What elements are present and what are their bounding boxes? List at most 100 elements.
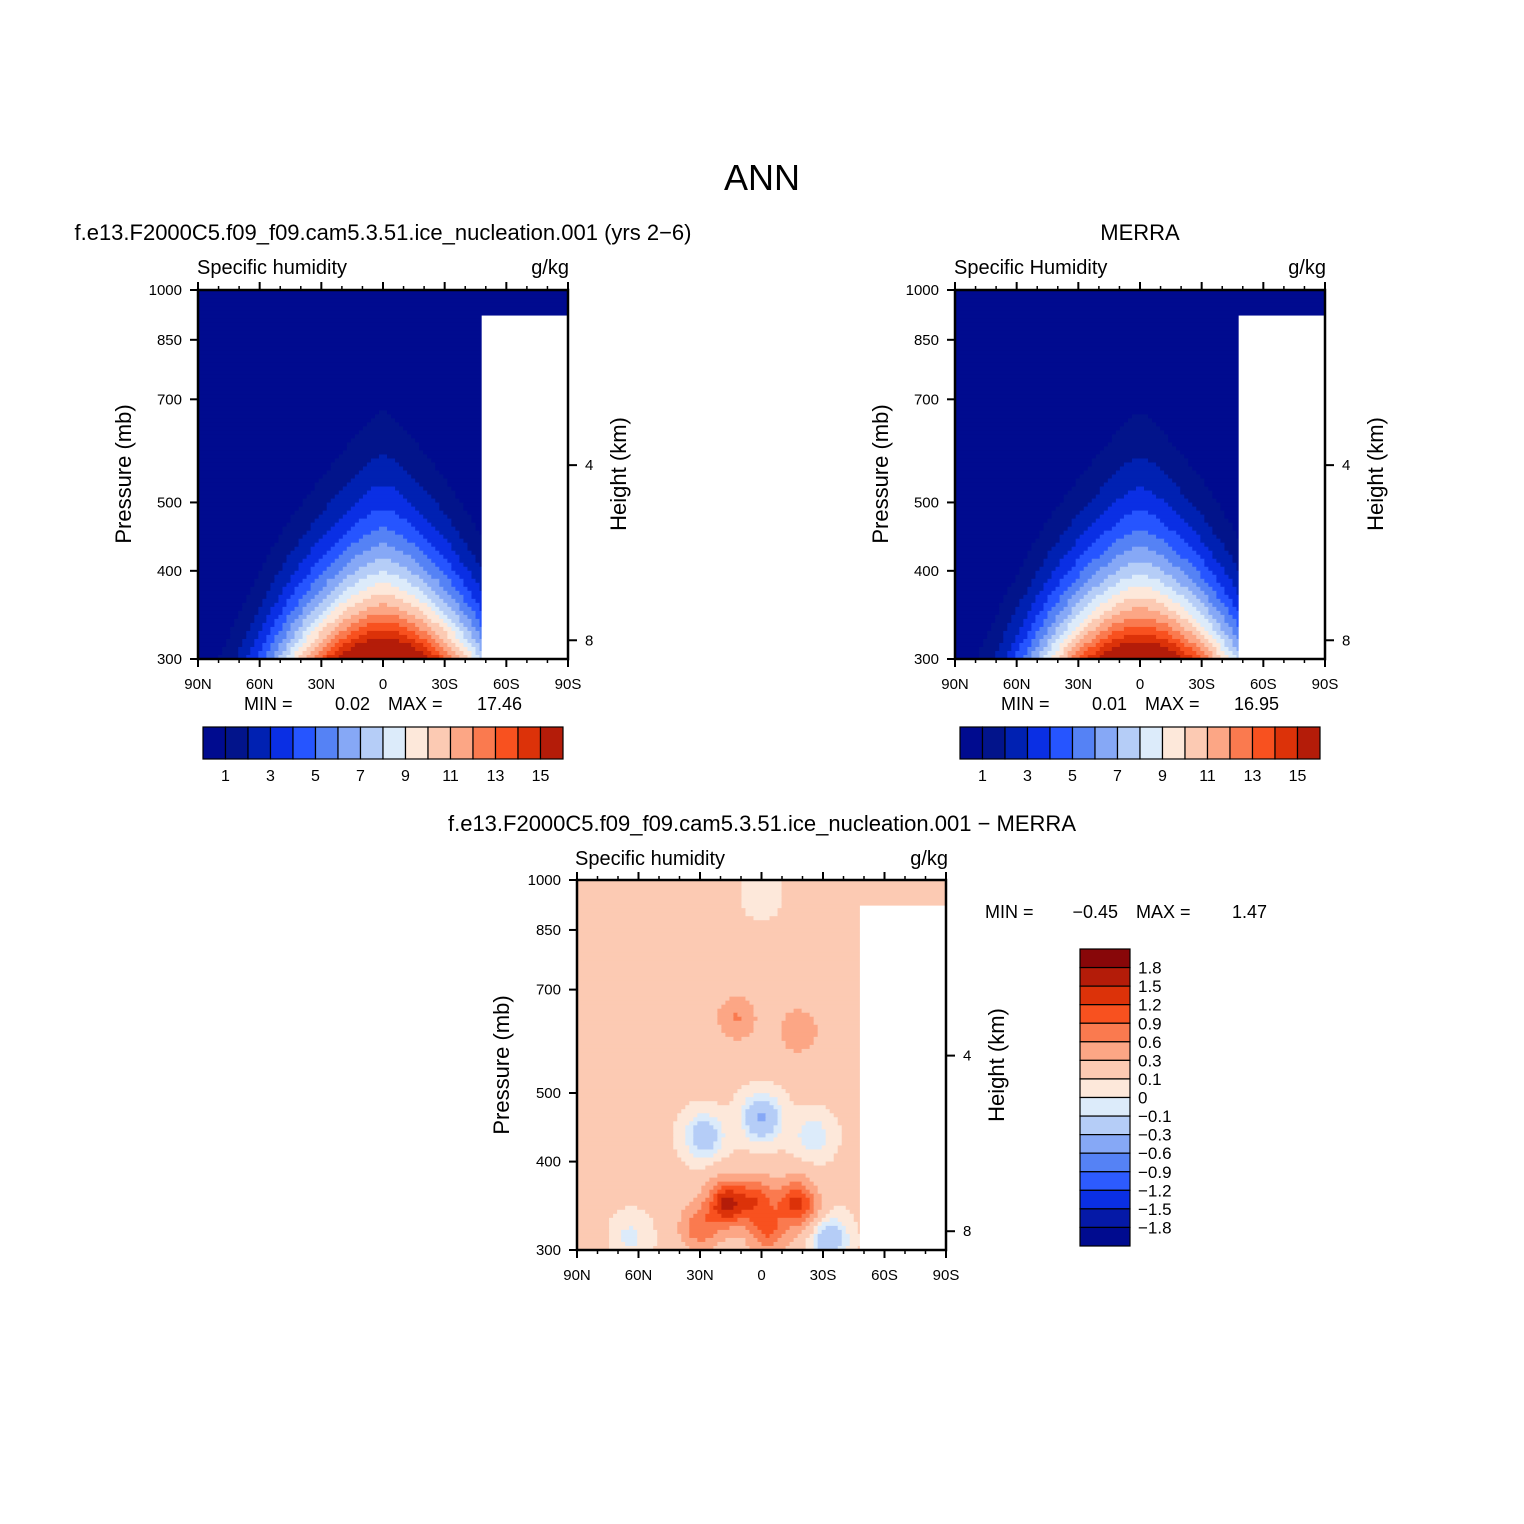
contour-band bbox=[741, 904, 783, 909]
contour-band bbox=[1071, 630, 1081, 636]
contour-band bbox=[198, 494, 308, 500]
contour-band bbox=[955, 654, 980, 660]
colorbar-box bbox=[1206, 726, 1231, 760]
contour-band bbox=[1156, 550, 1177, 556]
contour-band bbox=[955, 466, 1089, 472]
contour-band bbox=[1059, 646, 1065, 652]
contour-band bbox=[318, 514, 344, 520]
contour-band bbox=[198, 414, 376, 419]
contour-band bbox=[306, 554, 324, 560]
contour-band bbox=[395, 546, 420, 552]
panel-difference-min-value: −0.45 bbox=[1072, 902, 1118, 922]
colorbar-label: 9 bbox=[1158, 768, 1167, 785]
contour-band bbox=[825, 1133, 843, 1138]
contour-band bbox=[717, 1209, 743, 1215]
contour-band bbox=[1055, 630, 1065, 636]
contour-band bbox=[334, 642, 344, 648]
contour-band bbox=[1079, 554, 1101, 560]
contour-band bbox=[459, 606, 473, 612]
contour-band bbox=[322, 646, 332, 652]
y-tick-label: 1000 bbox=[906, 282, 939, 299]
contour-band bbox=[350, 614, 368, 620]
contour-band bbox=[955, 470, 1085, 476]
contour-band bbox=[1071, 646, 1081, 652]
contour-band bbox=[1107, 562, 1129, 568]
contour-band bbox=[1115, 498, 1165, 504]
contour-band bbox=[455, 586, 469, 592]
contour-band bbox=[721, 1141, 803, 1147]
contour-band bbox=[1051, 622, 1061, 628]
contour-band bbox=[1091, 462, 1125, 468]
contour-band bbox=[1091, 522, 1117, 528]
contour-band bbox=[1180, 602, 1193, 608]
contour-band bbox=[1047, 578, 1061, 584]
contour-band bbox=[358, 538, 408, 544]
contour-band bbox=[198, 446, 348, 452]
contour-band bbox=[621, 1237, 638, 1243]
contour-band bbox=[813, 1161, 827, 1167]
contour-band bbox=[350, 594, 372, 600]
contour-band bbox=[1224, 546, 1246, 552]
contour-band bbox=[334, 522, 356, 528]
contour-band bbox=[198, 586, 251, 592]
contour-band bbox=[1180, 534, 1201, 540]
colorbar-label: 13 bbox=[1244, 768, 1262, 785]
contour-band bbox=[955, 486, 1073, 492]
contour-band bbox=[282, 610, 292, 616]
contour-band bbox=[407, 538, 428, 544]
contour-band bbox=[577, 1004, 722, 1010]
contour-band bbox=[1176, 610, 1189, 616]
x-tick-label: 30S bbox=[431, 676, 458, 693]
contour-band bbox=[431, 618, 444, 624]
contour-band bbox=[1232, 614, 1242, 620]
contour-band bbox=[262, 602, 276, 608]
contour-band bbox=[334, 618, 344, 624]
contour-band bbox=[685, 1133, 694, 1138]
contour-band bbox=[1111, 606, 1133, 612]
contour-band bbox=[1043, 622, 1053, 628]
contour-band bbox=[1027, 650, 1033, 656]
contour-band bbox=[451, 578, 465, 584]
colorbar-label: 7 bbox=[1113, 768, 1122, 785]
contour-band bbox=[439, 578, 452, 584]
contour-band bbox=[955, 350, 1326, 355]
contour-band bbox=[358, 610, 408, 616]
colorbar-box bbox=[981, 726, 1006, 760]
contour-band bbox=[1176, 530, 1197, 536]
colorbar-box bbox=[1079, 1078, 1131, 1099]
contour-band bbox=[1144, 486, 1181, 492]
contour-band bbox=[306, 634, 320, 640]
contour-band bbox=[809, 1205, 815, 1211]
colorbar-box bbox=[1094, 726, 1119, 760]
contour-band bbox=[577, 972, 947, 978]
contour-band bbox=[955, 558, 1024, 564]
contour-band bbox=[439, 654, 444, 660]
contour-band bbox=[577, 912, 747, 917]
contour-band bbox=[781, 900, 947, 905]
contour-band bbox=[685, 1105, 743, 1110]
contour-band bbox=[745, 1193, 767, 1199]
contour-band bbox=[777, 1149, 787, 1155]
contour-band bbox=[1055, 618, 1065, 624]
contour-band bbox=[1047, 626, 1057, 632]
contour-band bbox=[1164, 570, 1185, 576]
contour-band bbox=[1196, 530, 1213, 536]
contour-band bbox=[294, 642, 304, 648]
contour-band bbox=[955, 534, 1041, 540]
colorbar-box bbox=[539, 726, 564, 760]
contour-band bbox=[471, 654, 481, 660]
contour-band bbox=[1148, 458, 1189, 464]
contour-band bbox=[1184, 642, 1197, 648]
x-tick-label: 30N bbox=[1065, 676, 1093, 693]
contour-band bbox=[250, 590, 267, 596]
contour-band bbox=[805, 1237, 815, 1243]
contour-band bbox=[709, 1189, 718, 1195]
contour-band bbox=[1228, 606, 1238, 612]
contour-band bbox=[717, 1181, 763, 1187]
contour-band bbox=[366, 586, 400, 592]
contour-band bbox=[745, 1133, 759, 1138]
contour-band bbox=[701, 1205, 710, 1211]
contour-band bbox=[310, 490, 340, 496]
contour-band bbox=[431, 606, 440, 612]
